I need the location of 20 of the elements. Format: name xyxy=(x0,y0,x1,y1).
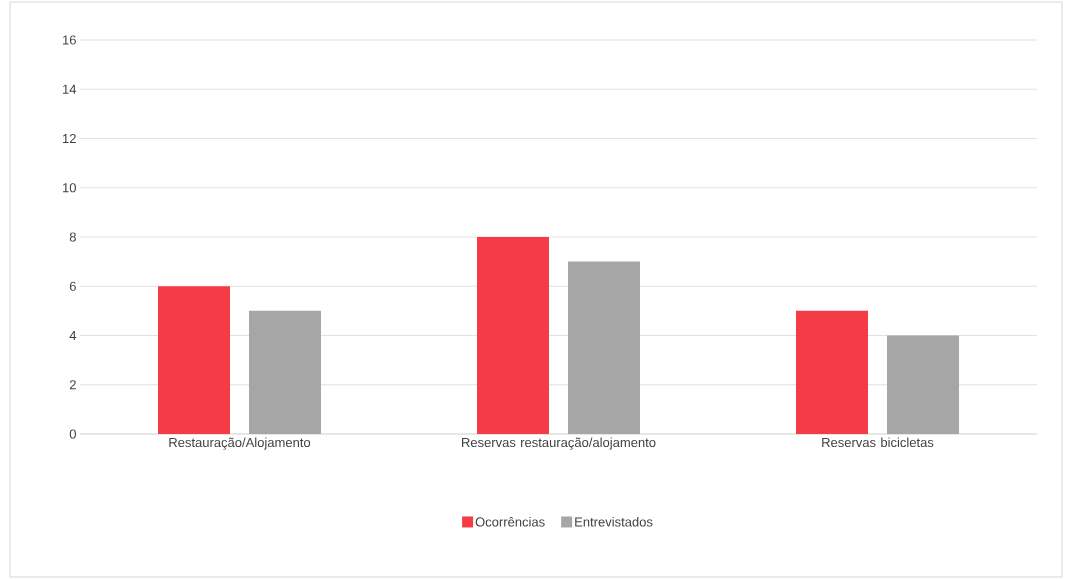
bar xyxy=(887,335,960,434)
legend-label: Entrevistados xyxy=(575,517,653,527)
x-tick-label: Reservas restauração/alojamento xyxy=(462,437,656,450)
y-tick-label: 12 xyxy=(63,133,76,144)
y-tick-label: 4 xyxy=(69,331,77,340)
x-tick-label: Reservas bicicletas xyxy=(822,437,934,448)
x-tick-label: Restauração/Alojamento xyxy=(169,437,311,450)
y-tick-label: 6 xyxy=(69,281,76,291)
bar xyxy=(249,310,321,434)
y-tick-label: 16 xyxy=(63,35,76,45)
y-tick-label: 2 xyxy=(69,380,76,390)
y-tick-label: 10 xyxy=(63,183,76,193)
y-tick-label: 0 xyxy=(69,429,76,439)
bar xyxy=(568,261,640,434)
bar xyxy=(477,237,549,434)
y-tick-label: 14 xyxy=(63,84,77,94)
bar xyxy=(158,286,230,434)
y-tick-label: 8 xyxy=(69,232,76,242)
legend-label: Ocorrências xyxy=(475,516,545,527)
bar xyxy=(796,310,869,434)
